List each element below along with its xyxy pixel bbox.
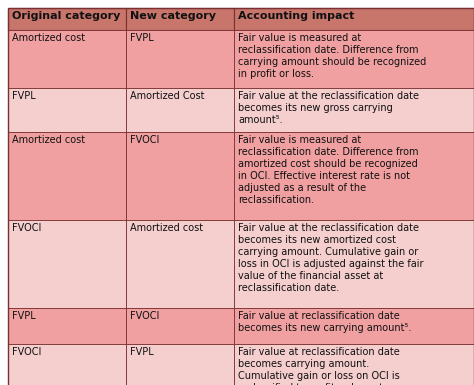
Text: FVPL: FVPL	[12, 311, 36, 321]
Text: Fair value at reclassification date
becomes its new carrying amount⁵.: Fair value at reclassification date beco…	[238, 311, 411, 333]
Bar	[8, 220, 126, 308]
Text: FVPL: FVPL	[12, 91, 36, 101]
Bar	[234, 220, 474, 308]
Bar	[8, 8, 126, 30]
Bar	[126, 308, 234, 344]
Text: Fair value at the reclassification date
becomes its new gross carrying
amount⁵.: Fair value at the reclassification date …	[238, 91, 419, 125]
Text: Fair value is measured at
reclassification date. Difference from
carrying amount: Fair value is measured at reclassificati…	[238, 33, 426, 79]
Text: Fair value at reclassification date
becomes carrying amount.
Cumulative gain or : Fair value at reclassification date beco…	[238, 347, 400, 385]
Text: Amortized cost: Amortized cost	[12, 135, 85, 145]
Bar	[8, 132, 126, 220]
Bar	[126, 220, 234, 308]
Bar	[126, 8, 234, 30]
Text: FVOCI: FVOCI	[130, 311, 159, 321]
Text: Amortized cost: Amortized cost	[130, 223, 203, 233]
Bar	[8, 344, 126, 385]
Bar	[234, 344, 474, 385]
Bar	[234, 88, 474, 132]
Text: Fair value is measured at
reclassification date. Difference from
amortized cost : Fair value is measured at reclassificati…	[238, 135, 419, 205]
Bar	[234, 308, 474, 344]
Text: Original category: Original category	[12, 11, 120, 21]
Bar	[8, 88, 126, 132]
Bar	[234, 30, 474, 88]
Bar	[126, 132, 234, 220]
Text: FVPL: FVPL	[130, 33, 154, 43]
Text: Amortized Cost: Amortized Cost	[130, 91, 204, 101]
Bar	[126, 30, 234, 88]
Bar	[8, 30, 126, 88]
Bar	[8, 308, 126, 344]
Text: New category: New category	[130, 11, 216, 21]
Bar	[234, 132, 474, 220]
Text: FVPL: FVPL	[130, 347, 154, 357]
Text: FVOCI: FVOCI	[12, 223, 41, 233]
Text: FVOCI: FVOCI	[130, 135, 159, 145]
Bar	[234, 8, 474, 30]
Bar	[126, 88, 234, 132]
Text: Accounting impact: Accounting impact	[238, 11, 355, 21]
Text: Fair value at the reclassification date
becomes its new amortized cost
carrying : Fair value at the reclassification date …	[238, 223, 423, 293]
Text: Amortized cost: Amortized cost	[12, 33, 85, 43]
Text: FVOCI: FVOCI	[12, 347, 41, 357]
Bar	[126, 344, 234, 385]
